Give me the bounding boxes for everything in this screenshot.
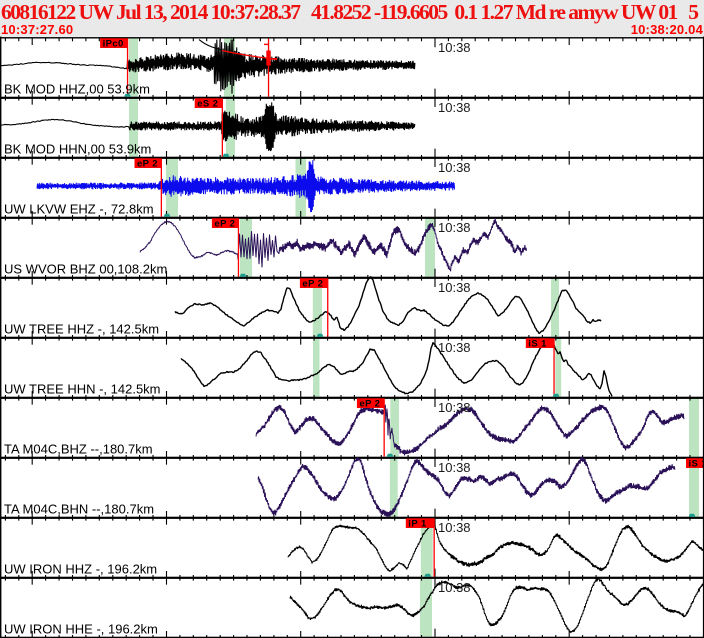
svg-text:eP 2: eP 2 bbox=[359, 398, 380, 409]
svg-text:TA M04C,BHN --,180.7km: TA M04C,BHN --,180.7km bbox=[4, 502, 154, 517]
svg-text:60816122 UW Jul 13, 2014 10:37: 60816122 UW Jul 13, 2014 10:37:28.37 41.… bbox=[1, 0, 699, 24]
svg-text:UW TREE HHZ -, 142.5km: UW TREE HHZ -, 142.5km bbox=[4, 322, 159, 337]
svg-text:10:38: 10:38 bbox=[438, 280, 471, 295]
svg-text:10:38: 10:38 bbox=[438, 460, 471, 475]
svg-text:10:38: 10:38 bbox=[438, 40, 471, 55]
svg-text:10:38: 10:38 bbox=[438, 340, 471, 355]
svg-text:iP 1: iP 1 bbox=[408, 518, 427, 529]
svg-text:iPc0: iPc0 bbox=[103, 38, 124, 49]
svg-text:10:38:20.04: 10:38:20.04 bbox=[631, 22, 704, 37]
svg-text:UW LKVW EHZ -, 72.8km: UW LKVW EHZ -, 72.8km bbox=[4, 202, 154, 217]
svg-text:UW IRON HHZ -, 196.2km: UW IRON HHZ -, 196.2km bbox=[4, 562, 157, 577]
svg-text:UW IRON HHE -, 196.2km: UW IRON HHE -, 196.2km bbox=[4, 622, 158, 637]
svg-text:10:38: 10:38 bbox=[438, 520, 471, 535]
svg-text:eP 2: eP 2 bbox=[214, 218, 235, 229]
svg-text:TA M04C,BHZ --,180.7km: TA M04C,BHZ --,180.7km bbox=[4, 442, 153, 457]
svg-text:eP 2: eP 2 bbox=[137, 158, 158, 169]
svg-text:US WVOR BHZ 00,108.2km: US WVOR BHZ 00,108.2km bbox=[4, 262, 167, 277]
svg-text:iS 1: iS 1 bbox=[528, 338, 547, 349]
svg-text:10:38: 10:38 bbox=[438, 580, 471, 595]
svg-text:10:38: 10:38 bbox=[438, 160, 471, 175]
svg-text:iS 1: iS 1 bbox=[689, 458, 704, 469]
svg-text:BK MOD HHN,00 53.9km: BK MOD HHN,00 53.9km bbox=[4, 142, 151, 157]
svg-text:10:38: 10:38 bbox=[438, 220, 471, 235]
svg-text:eP 2: eP 2 bbox=[302, 278, 323, 289]
svg-text:eS 2: eS 2 bbox=[197, 98, 218, 109]
svg-text:10:38: 10:38 bbox=[438, 400, 471, 415]
svg-text:10:38: 10:38 bbox=[438, 100, 471, 115]
svg-text:BK MOD HHZ,00 53.9km: BK MOD HHZ,00 53.9km bbox=[4, 82, 150, 97]
svg-text:10:37:27.60: 10:37:27.60 bbox=[1, 22, 73, 37]
svg-text:UW TREE HHN -, 142.5km: UW TREE HHN -, 142.5km bbox=[4, 382, 161, 397]
